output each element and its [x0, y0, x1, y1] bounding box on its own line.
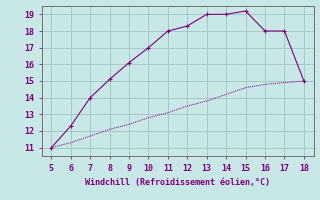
X-axis label: Windchill (Refroidissement éolien,°C): Windchill (Refroidissement éolien,°C) — [85, 178, 270, 187]
